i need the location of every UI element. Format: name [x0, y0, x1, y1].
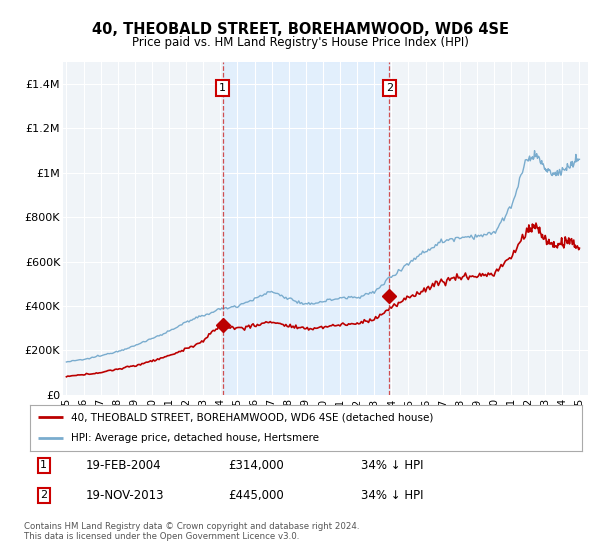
Text: 34% ↓ HPI: 34% ↓ HPI	[361, 488, 424, 502]
Text: £445,000: £445,000	[229, 488, 284, 502]
Text: 1: 1	[40, 460, 47, 470]
Text: 2: 2	[386, 83, 393, 94]
Text: 34% ↓ HPI: 34% ↓ HPI	[361, 459, 424, 472]
Bar	[223, 62, 389, 395]
Text: 2: 2	[40, 490, 47, 500]
Text: 40, THEOBALD STREET, BOREHAMWOOD, WD6 4SE (detached house): 40, THEOBALD STREET, BOREHAMWOOD, WD6 4S…	[71, 412, 434, 422]
Text: Price paid vs. HM Land Registry's House Price Index (HPI): Price paid vs. HM Land Registry's House …	[131, 36, 469, 49]
Text: 40, THEOBALD STREET, BOREHAMWOOD, WD6 4SE: 40, THEOBALD STREET, BOREHAMWOOD, WD6 4S…	[91, 22, 509, 38]
Text: 19-NOV-2013: 19-NOV-2013	[85, 488, 164, 502]
Text: £314,000: £314,000	[229, 459, 284, 472]
Text: Contains HM Land Registry data © Crown copyright and database right 2024.
This d: Contains HM Land Registry data © Crown c…	[24, 522, 359, 542]
Text: HPI: Average price, detached house, Hertsmere: HPI: Average price, detached house, Hert…	[71, 433, 319, 444]
Text: 1: 1	[219, 83, 226, 94]
Text: 19-FEB-2004: 19-FEB-2004	[85, 459, 161, 472]
